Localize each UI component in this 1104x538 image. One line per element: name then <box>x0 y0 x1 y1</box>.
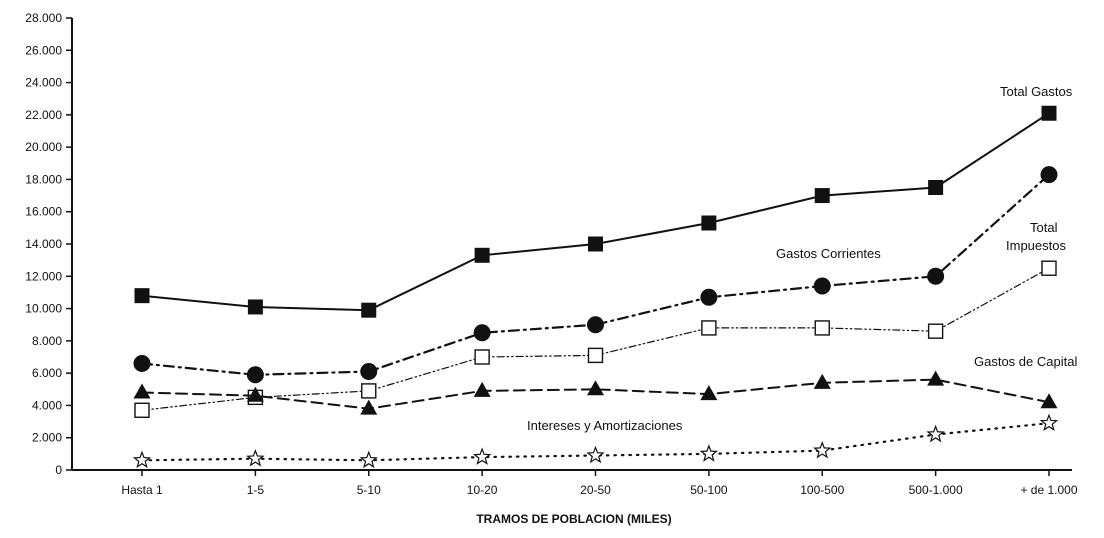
data-point-total-gastos <box>247 299 263 315</box>
data-point-total-impuestos <box>927 323 944 339</box>
data-point-gastos-de-capital <box>360 399 378 415</box>
x-tick-label: 5-10 <box>357 483 381 497</box>
x-axis-title: TRAMOS DE POBLACION (MILES) <box>476 512 671 526</box>
data-point-total-gastos <box>134 288 150 304</box>
y-tick-label: 4.000 <box>32 398 62 412</box>
y-tick-label: 8.000 <box>32 334 62 348</box>
y-tick-label: 6.000 <box>32 366 62 380</box>
data-point-gastos-de-capital <box>700 385 718 401</box>
series-labels: Total Gastos Gastos Corrientes Total Imp… <box>527 84 1077 433</box>
label-gastos-capital: Gastos de Capital <box>974 354 1077 369</box>
data-point-total-impuestos <box>474 349 490 365</box>
data-point-gastos-de-capital <box>587 380 604 396</box>
data-point-total-impuestos <box>361 383 377 399</box>
y-tick-label: 14.000 <box>25 237 62 251</box>
y-tick-label: 10.000 <box>25 302 62 316</box>
data-point-gastos-corrientes <box>360 363 378 381</box>
y-tick-label: 12.000 <box>25 269 62 283</box>
data-point-intereses-y-amortizaciones <box>472 447 492 465</box>
data-point-gastos-corrientes <box>927 267 945 285</box>
series-line-gastos-de-capital <box>141 378 1050 410</box>
y-tick-label: 22.000 <box>25 108 62 122</box>
label-total-impuestos-line1: Total <box>1030 220 1058 235</box>
label-gastos-corrientes: Gastos Corrientes <box>776 246 881 261</box>
x-tick-label: 20-50 <box>580 483 611 497</box>
x-tick-label: 100-500 <box>800 483 844 497</box>
data-point-gastos-de-capital <box>1040 393 1058 409</box>
x-tick-label: 10-20 <box>467 483 498 497</box>
data-point-gastos-de-capital <box>133 383 151 399</box>
data-point-total-impuestos <box>1041 260 1057 276</box>
data-point-intereses-y-amortizaciones <box>132 450 152 469</box>
data-point-gastos-de-capital <box>813 373 831 389</box>
label-intereses-amortizaciones: Intereses y Amortizaciones <box>527 418 683 433</box>
data-point-total-gastos <box>928 180 944 195</box>
axes: 0 2.000 4.000 6.000 8.000 10.000 12.000 14.000 1… <box>25 11 1078 497</box>
y-tick-label: 24.000 <box>25 76 62 90</box>
data-point-intereses-y-amortizaciones <box>813 440 832 459</box>
data-point-intereses-y-amortizaciones <box>246 449 265 467</box>
label-total-impuestos-line2: Impuestos <box>1006 238 1066 253</box>
y-tick-label: 26.000 <box>25 43 62 57</box>
data-point-gastos-de-capital <box>473 381 491 397</box>
data-point-intereses-y-amortizaciones <box>1039 413 1059 432</box>
data-point-gastos-corrientes <box>700 288 718 306</box>
x-tick-label: + de 1.000 <box>1020 483 1077 497</box>
data-point-gastos-corrientes <box>813 277 831 295</box>
x-tick-label: 1-5 <box>247 483 265 497</box>
data-point-total-gastos <box>1041 105 1057 121</box>
y-tick-label: 28.000 <box>25 11 62 25</box>
data-point-intereses-y-amortizaciones <box>586 445 605 464</box>
data-point-intereses-y-amortizaciones <box>926 424 945 443</box>
data-point-total-impuestos <box>701 320 717 336</box>
data-point-gastos-de-capital <box>927 370 945 386</box>
data-point-total-gastos <box>814 188 830 204</box>
data-point-total-gastos <box>361 302 377 318</box>
y-tick-label: 0 <box>55 463 62 477</box>
data-point-intereses-y-amortizaciones <box>699 444 719 462</box>
series-layer <box>132 105 1059 469</box>
data-point-gastos-corrientes <box>587 316 604 334</box>
series-line-intereses-y-amortizaciones <box>140 422 1051 462</box>
data-point-gastos-corrientes <box>1040 166 1058 184</box>
y-tick-label: 18.000 <box>25 172 62 186</box>
series-line-gastos-corrientes <box>140 173 1051 376</box>
data-point-gastos-corrientes <box>473 324 491 342</box>
data-point-total-impuestos <box>814 320 830 336</box>
x-tick-label: 50-100 <box>690 483 728 497</box>
label-total-gastos: Total Gastos <box>1000 84 1073 99</box>
y-tick-label: 20.000 <box>25 140 62 154</box>
data-point-intereses-y-amortizaciones <box>359 450 378 469</box>
x-tick-label: 500-1.000 <box>909 483 963 497</box>
y-tick-label: 2.000 <box>32 431 62 445</box>
data-point-gastos-de-capital <box>246 386 264 402</box>
y-tick-label: 16.000 <box>25 205 62 219</box>
data-point-total-impuestos <box>587 347 604 364</box>
data-point-gastos-corrientes <box>246 366 264 384</box>
data-point-total-gastos <box>474 247 490 263</box>
data-point-total-gastos <box>701 215 717 231</box>
data-point-gastos-corrientes <box>133 354 151 372</box>
data-point-total-impuestos <box>134 402 150 418</box>
series-line-total-gastos <box>141 112 1050 312</box>
x-tick-label: Hasta 1 <box>121 483 163 497</box>
data-point-total-gastos <box>588 236 603 252</box>
